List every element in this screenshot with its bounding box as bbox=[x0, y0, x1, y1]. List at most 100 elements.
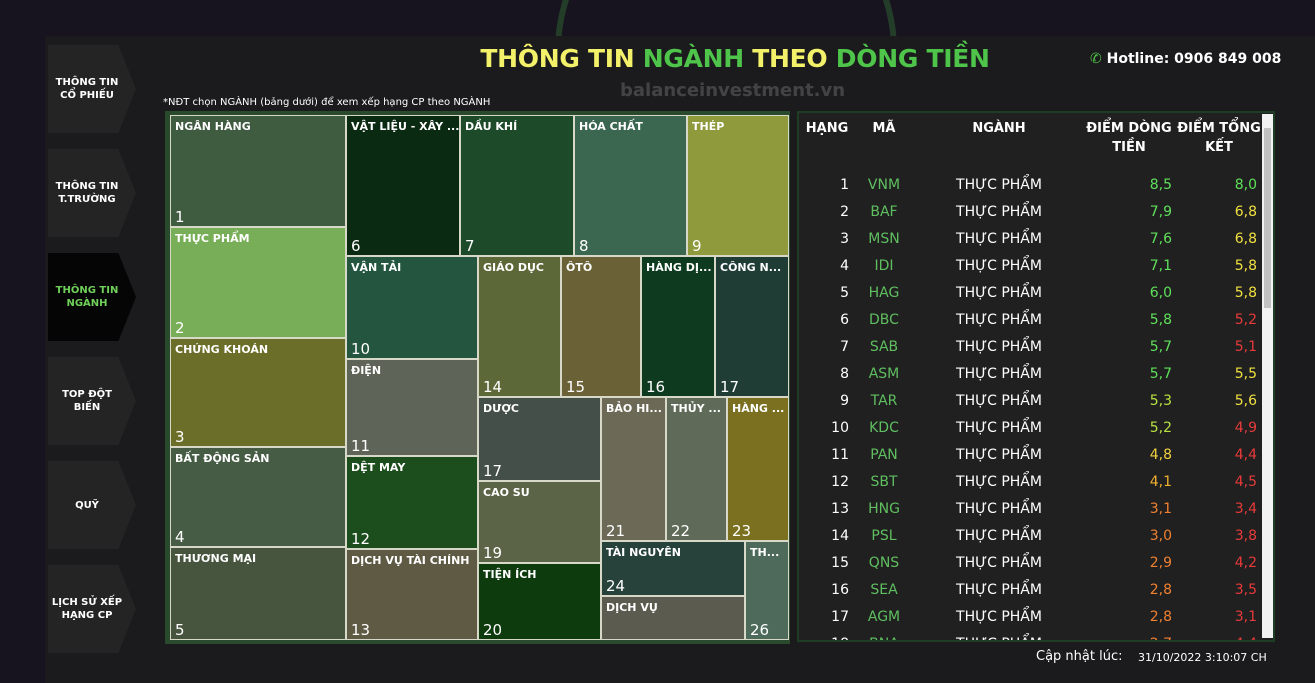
tile-number: 22 bbox=[671, 522, 691, 540]
table-row[interactable]: 12 SBT THỰC PHẨM 4,1 4,5 bbox=[799, 474, 1259, 496]
stock-code: HNG bbox=[868, 501, 900, 517]
treemap-tile[interactable]: DƯỢC 17 bbox=[478, 397, 601, 481]
column-header[interactable]: ĐIỂM DÒNG TIỀN bbox=[1086, 121, 1172, 155]
tile-label: THÉP bbox=[692, 120, 725, 133]
treemap-tile[interactable]: CAO SU 19 bbox=[478, 481, 601, 563]
title-part: THÔNG TIN bbox=[480, 44, 643, 73]
rank: 12 bbox=[831, 474, 849, 490]
treemap-tile[interactable]: BẢO HI... 21 bbox=[601, 397, 666, 541]
tile-number: 4 bbox=[175, 528, 185, 546]
nav-button[interactable]: LỊCH SỬ XẾP HẠNG CP bbox=[48, 565, 136, 653]
sector: THỰC PHẨM bbox=[956, 285, 1042, 301]
nav-button[interactable]: THÔNG TIN NGÀNH bbox=[48, 253, 136, 341]
rank: 16 bbox=[831, 582, 849, 598]
total-score: 3,8 bbox=[1234, 528, 1257, 544]
flow-score: 3,0 bbox=[1149, 528, 1172, 544]
note: *NĐT chọn NGÀNH (bảng dưới) để xem xếp h… bbox=[163, 97, 491, 108]
tile-label: ĐIỆN bbox=[351, 364, 382, 377]
table-row[interactable]: 17 AGM THỰC PHẨM 2,8 3,1 bbox=[799, 609, 1259, 631]
column-header[interactable]: NGÀNH bbox=[972, 121, 1026, 136]
treemap-tile[interactable]: THỦY ... 22 bbox=[666, 397, 727, 541]
tile-number: 1 bbox=[175, 208, 185, 226]
treemap-tile[interactable]: CHỨNG KHOÁN 3 bbox=[170, 338, 346, 447]
treemap-tile[interactable]: ÔTÔ 15 bbox=[561, 256, 641, 397]
tile-label: DƯỢC bbox=[483, 402, 520, 415]
column-header[interactable]: ĐIỂM TỔNG KẾT bbox=[1177, 121, 1261, 155]
table-row[interactable]: 9 TAR THỰC PHẨM 5,3 5,6 bbox=[799, 393, 1259, 415]
table-row[interactable]: 7 SAB THỰC PHẨM 5,7 5,1 bbox=[799, 339, 1259, 361]
title-part: DÒNG TIỀN bbox=[835, 44, 990, 73]
treemap-tile[interactable]: TIỆN ÍCH 20 bbox=[478, 563, 601, 640]
total-score: 3,4 bbox=[1234, 501, 1257, 517]
nav-button[interactable]: QUỸ bbox=[48, 461, 136, 549]
treemap-tile[interactable]: DỊCH VỤ TÀI CHÍNH 13 bbox=[346, 549, 478, 640]
treemap-tile[interactable]: ĐIỆN 11 bbox=[346, 359, 478, 456]
treemap-tile[interactable]: DẦU KHÍ 7 bbox=[460, 115, 574, 256]
tile-label: GIÁO DỤC bbox=[483, 261, 544, 274]
stock-code: PSL bbox=[871, 528, 897, 544]
table-row[interactable]: 8 ASM THỰC PHẨM 5,7 5,5 bbox=[799, 366, 1259, 388]
sector: THỰC PHẨM bbox=[956, 582, 1042, 598]
table-row[interactable]: 18 BNA THỰC PHẨM 2,7 4,4 bbox=[799, 636, 1259, 640]
treemap-tile[interactable]: BẤT ĐỘNG SẢN 4 bbox=[170, 447, 346, 547]
nav-button[interactable]: THÔNG TIN T.TRƯỜNG bbox=[48, 149, 136, 237]
tile-number: 23 bbox=[732, 522, 752, 540]
treemap-tile[interactable]: THƯƠNG MẠI 5 bbox=[170, 547, 346, 640]
tile-label: VẬT LIỆU - XÂY ... bbox=[351, 120, 460, 133]
treemap-tile[interactable]: HÀNG ... 23 bbox=[727, 397, 789, 541]
table-row[interactable]: 10 KDC THỰC PHẨM 5,2 4,9 bbox=[799, 420, 1259, 442]
table-row[interactable]: 6 DBC THỰC PHẨM 5,8 5,2 bbox=[799, 312, 1259, 334]
nav-button[interactable]: TOP ĐỘT BIẾN bbox=[48, 357, 136, 445]
stock-code: SBT bbox=[870, 474, 898, 490]
table-row[interactable]: 15 QNS THỰC PHẨM 2,9 4,2 bbox=[799, 555, 1259, 577]
flow-score: 2,9 bbox=[1149, 555, 1172, 571]
treemap-tile[interactable]: HÓA CHẤT 8 bbox=[574, 115, 687, 256]
stock-code: PAN bbox=[870, 447, 898, 463]
stock-code: AGM bbox=[867, 609, 901, 625]
tile-number: 17 bbox=[483, 462, 503, 480]
treemap-tile[interactable]: THÉP 9 bbox=[687, 115, 789, 256]
treemap-tile[interactable]: THỰC PHẨM 2 bbox=[170, 227, 346, 338]
tile-number: 21 bbox=[606, 522, 626, 540]
sector: THỰC PHẨM bbox=[956, 366, 1042, 382]
treemap-tile[interactable]: DỊCH VỤ bbox=[601, 596, 745, 640]
tile-number: 19 bbox=[483, 544, 503, 562]
total-score: 5,1 bbox=[1234, 339, 1257, 355]
table-row[interactable]: 5 HAG THỰC PHẨM 6,0 5,8 bbox=[799, 285, 1259, 307]
tile-label: TH... bbox=[750, 546, 780, 559]
treemap-tile[interactable]: VẬN TẢI 10 bbox=[346, 256, 478, 359]
treemap-tile[interactable]: NGÂN HÀNG 1 bbox=[170, 115, 346, 227]
tile-label: TIỆN ÍCH bbox=[483, 568, 537, 581]
treemap-tile[interactable]: TH... 26 bbox=[745, 541, 789, 640]
table-row[interactable]: 1 VNM THỰC PHẨM 8,5 8,0 bbox=[799, 177, 1259, 199]
column-header[interactable]: HẠNG bbox=[805, 121, 849, 136]
flow-score: 7,1 bbox=[1149, 258, 1172, 274]
total-score: 3,1 bbox=[1234, 609, 1257, 625]
stock-code: DBC bbox=[869, 312, 899, 328]
table-row[interactable]: 14 PSL THỰC PHẨM 3,0 3,8 bbox=[799, 528, 1259, 550]
table-row[interactable]: 2 BAF THỰC PHẨM 7,9 6,8 bbox=[799, 204, 1259, 226]
rank: 15 bbox=[831, 555, 849, 571]
tile-label: ÔTÔ bbox=[566, 261, 593, 274]
flow-score: 2,8 bbox=[1149, 582, 1172, 598]
scrollbar[interactable] bbox=[1262, 114, 1273, 638]
stock-code: ASM bbox=[868, 366, 900, 382]
table-row[interactable]: 13 HNG THỰC PHẨM 3,1 3,4 bbox=[799, 501, 1259, 523]
scroll-thumb[interactable] bbox=[1264, 128, 1271, 308]
table-row[interactable]: 11 PAN THỰC PHẨM 4,8 4,4 bbox=[799, 447, 1259, 469]
treemap-tile[interactable]: CÔNG N... 17 bbox=[715, 256, 789, 397]
tile-number: 14 bbox=[483, 378, 503, 396]
tile-label: CHỨNG KHOÁN bbox=[175, 343, 269, 356]
nav-button[interactable]: THÔNG TIN CỔ PHIẾU bbox=[48, 45, 136, 133]
treemap-tile[interactable]: TÀI NGUYÊN 24 bbox=[601, 541, 745, 596]
column-header[interactable]: MÃ bbox=[872, 121, 896, 136]
total-score: 4,4 bbox=[1234, 447, 1257, 463]
table-row[interactable]: 3 MSN THỰC PHẨM 7,6 6,8 bbox=[799, 231, 1259, 253]
treemap-tile[interactable]: DỆT MAY 12 bbox=[346, 456, 478, 549]
table-row[interactable]: 4 IDI THỰC PHẨM 7,1 5,8 bbox=[799, 258, 1259, 280]
treemap-tile[interactable]: GIÁO DỤC 14 bbox=[478, 256, 561, 397]
treemap-tile[interactable]: HÀNG DỊ... 16 bbox=[641, 256, 715, 397]
treemap-tile[interactable]: VẬT LIỆU - XÂY ... 6 bbox=[346, 115, 460, 256]
table-row[interactable]: 16 SEA THỰC PHẨM 2,8 3,5 bbox=[799, 582, 1259, 604]
stock-code: TAR bbox=[870, 393, 898, 409]
